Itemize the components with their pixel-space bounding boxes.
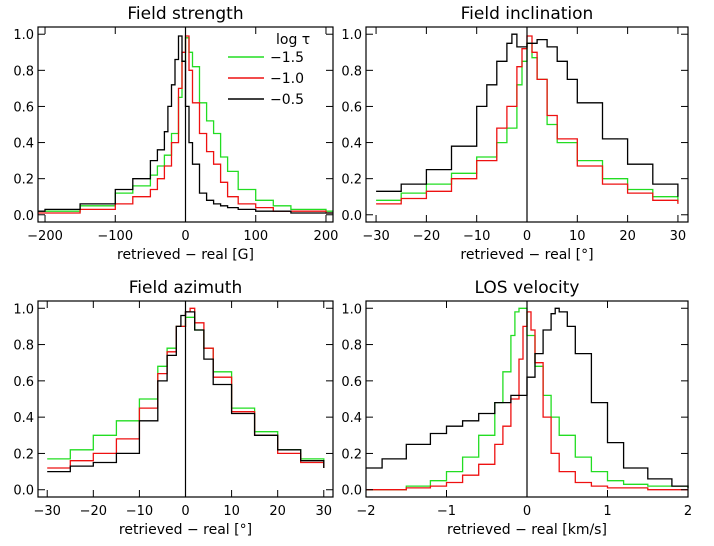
x-tick-label: 10 xyxy=(569,229,586,244)
x-tick-label: −20 xyxy=(413,229,440,244)
y-tick-label: 0.0 xyxy=(341,484,362,499)
x-tick-label: 1 xyxy=(603,504,611,519)
y-tick-label: 1.0 xyxy=(13,28,34,43)
panel-0: Field strength −200 −100 0 100 200 0.0 0.2 0.4 0.… xyxy=(13,4,338,263)
legend-title: log τ xyxy=(276,32,310,48)
y-tick-label: 0.2 xyxy=(13,173,34,188)
x-tick-label: 20 xyxy=(269,504,286,519)
series-line-2 xyxy=(366,307,689,488)
y-tick-label: 1.0 xyxy=(341,28,362,43)
series-line-1 xyxy=(38,35,333,214)
y-tick-label: 1.0 xyxy=(13,302,34,317)
x-tick-label: 0 xyxy=(523,229,531,244)
y-tick-label: 0.2 xyxy=(341,447,362,462)
x-tick-label: 100 xyxy=(243,229,268,244)
y-tick-label: 0.4 xyxy=(341,137,362,152)
x-tick-label: −200 xyxy=(27,229,63,244)
x-tick-label: 30 xyxy=(316,504,333,519)
x-tick-label: 0 xyxy=(181,229,189,244)
panel-title: LOS velocity xyxy=(475,278,580,298)
x-tick-label: 2 xyxy=(684,504,692,519)
series-line-2 xyxy=(38,35,333,214)
y-tick-label: 0.6 xyxy=(341,375,362,390)
panel-2: Field azimuth −30 −20 −10 0 10 20 30 0.0 0.2 0.4 0.… xyxy=(13,278,334,538)
y-tick-label: 0.6 xyxy=(13,100,34,115)
series-line-1 xyxy=(366,311,688,491)
x-tick-label: −20 xyxy=(80,504,107,519)
legend-label: −1.0 xyxy=(270,71,304,87)
x-axis-label: retrieved − real [G] xyxy=(117,247,254,263)
x-tick-label: −30 xyxy=(362,229,389,244)
x-tick-label: −2 xyxy=(356,504,375,519)
x-tick-label: −30 xyxy=(34,504,61,519)
y-tick-label: 0.8 xyxy=(341,64,362,79)
x-tick-label: 0 xyxy=(523,504,531,519)
panel-title: Field inclination xyxy=(461,4,594,24)
y-tick-label: 0.4 xyxy=(13,137,34,152)
y-tick-label: 0.0 xyxy=(341,209,362,224)
x-axis-label: retrieved − real [km/s] xyxy=(447,522,607,538)
x-axis-label: retrieved − real [°] xyxy=(119,522,252,538)
x-tick-label: −100 xyxy=(97,229,133,244)
y-tick-label: 0.2 xyxy=(341,173,362,188)
y-tick-label: 1.0 xyxy=(341,302,362,317)
y-tick-label: 0.6 xyxy=(13,375,34,390)
panel-3: LOS velocity −2 −1 0 1 2 0.0 0.2 0.4 0.6 0.8 1.0 ret… xyxy=(341,278,692,538)
legend-label: −0.5 xyxy=(270,92,304,108)
x-tick-label: 20 xyxy=(619,229,636,244)
y-tick-label: 0.6 xyxy=(341,100,362,115)
panel-title: Field strength xyxy=(127,4,243,24)
x-tick-label: −1 xyxy=(437,504,456,519)
panel-1: Field inclination −30 −20 −10 0 10 20 30 0.0 0.2 0… xyxy=(341,4,689,263)
y-tick-label: 0.0 xyxy=(13,484,34,499)
x-tick-label: −10 xyxy=(126,504,153,519)
legend: log τ −1.5 −1.0 −0.5 xyxy=(228,32,310,108)
y-tick-label: 0.0 xyxy=(13,209,34,224)
legend-label: −1.5 xyxy=(270,50,304,66)
x-axis-label: retrieved − real [°] xyxy=(460,247,593,263)
y-tick-label: 0.8 xyxy=(13,64,34,79)
y-tick-label: 0.4 xyxy=(341,411,362,426)
x-tick-label: 10 xyxy=(223,504,240,519)
y-tick-label: 0.8 xyxy=(13,339,34,354)
panel-title: Field azimuth xyxy=(129,278,242,298)
y-tick-label: 0.2 xyxy=(13,447,34,462)
y-tick-label: 0.8 xyxy=(341,339,362,354)
x-tick-label: −10 xyxy=(463,229,490,244)
x-tick-label: 200 xyxy=(314,229,339,244)
y-tick-label: 0.4 xyxy=(13,411,34,426)
x-tick-label: 30 xyxy=(670,229,687,244)
x-tick-label: 0 xyxy=(181,504,189,519)
